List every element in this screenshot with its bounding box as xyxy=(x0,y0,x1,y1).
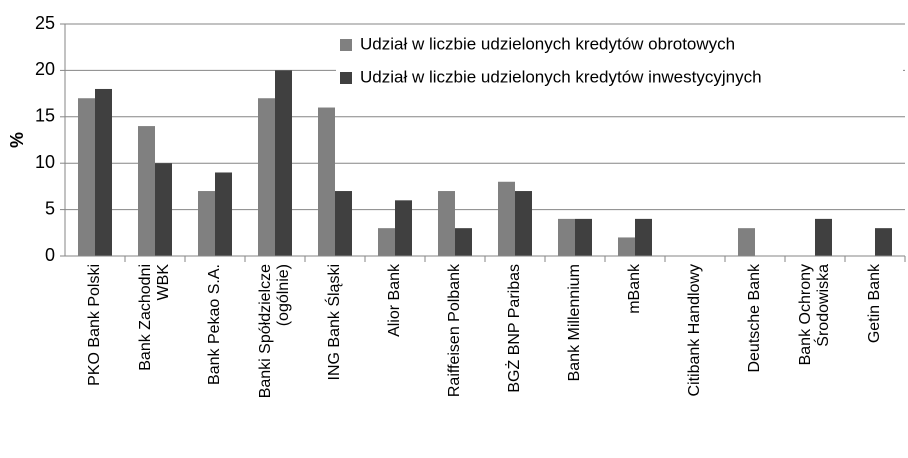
legend-swatch xyxy=(340,39,352,51)
y-tick-label: 25 xyxy=(35,13,55,33)
bar xyxy=(395,200,412,256)
legend-box xyxy=(336,29,903,97)
x-tick-label: Bank Millennium xyxy=(566,264,583,381)
bar xyxy=(318,107,335,257)
x-tick-line: mBank xyxy=(626,263,643,314)
x-tick-line: WBK xyxy=(155,264,172,301)
x-tick-label: BGŻ BNP Paribas xyxy=(504,264,523,393)
x-tick-line: BGŻ BNP Paribas xyxy=(504,264,523,393)
legend-label: Udział w liczbie udzielonych kredytów ob… xyxy=(360,34,735,53)
y-tick-label: 5 xyxy=(45,198,55,218)
x-tick-line: Bank Pekao S.A. xyxy=(206,264,223,385)
y-tick-label: 15 xyxy=(35,106,55,126)
x-tick-line: (ogólnie) xyxy=(275,264,292,326)
bar xyxy=(498,181,515,256)
bar xyxy=(215,172,232,256)
x-tick-label: PKO Bank Polski xyxy=(86,264,103,386)
y-tick-label: 20 xyxy=(35,59,55,79)
x-tick-line: Bank Ochrony xyxy=(797,264,814,365)
y-axis-label: % xyxy=(7,132,27,148)
bar xyxy=(455,228,472,256)
x-tick-label: Banki Spółdzielcze(ogólnie) xyxy=(257,264,292,398)
bar xyxy=(815,218,832,256)
bar xyxy=(575,218,592,256)
x-tick-label: Citibank Handlowy xyxy=(686,264,703,397)
legend-swatch xyxy=(340,72,352,84)
x-tick-line: Bank Millennium xyxy=(566,264,583,381)
x-tick-line: ING Bank Śląski xyxy=(324,264,343,380)
x-tick-label: Alior Bank xyxy=(386,263,403,337)
y-tick-label: 10 xyxy=(35,152,55,172)
x-tick-line: Deutsche Bank xyxy=(746,263,763,373)
bar xyxy=(198,191,215,256)
x-tick-line: Bank Zachodni xyxy=(137,264,154,371)
x-tick-line: PKO Bank Polski xyxy=(86,264,103,386)
x-tick-label: Bank ZachodniWBK xyxy=(137,264,172,371)
bar xyxy=(378,228,395,256)
bar xyxy=(558,218,575,256)
bar xyxy=(618,237,635,256)
bar xyxy=(635,218,652,256)
x-tick-line: Citibank Handlowy xyxy=(686,264,703,397)
bar xyxy=(438,191,455,256)
x-tick-label: Bank OchronyŚrodowiska xyxy=(797,264,832,365)
x-tick-line: Alior Bank xyxy=(386,263,403,337)
x-tick-label: Getin Bank xyxy=(866,263,883,343)
bar xyxy=(95,88,112,257)
bar xyxy=(78,98,95,257)
x-tick-line: Getin Bank xyxy=(866,263,883,343)
x-tick-label: Bank Pekao S.A. xyxy=(206,264,223,385)
x-tick-line: Banki Spółdzielcze xyxy=(257,264,274,398)
bar xyxy=(515,191,532,256)
bar xyxy=(875,228,892,256)
bar xyxy=(275,70,292,257)
bar xyxy=(738,228,755,256)
x-tick-label: Deutsche Bank xyxy=(746,263,763,373)
x-tick-label: mBank xyxy=(626,263,643,314)
y-tick-label: 0 xyxy=(45,245,55,265)
bar xyxy=(335,191,352,256)
x-tick-label: Raiffeisen Polbank xyxy=(446,263,463,397)
x-tick-line: Środowiska xyxy=(813,264,832,347)
x-tick-line: Raiffeisen Polbank xyxy=(446,263,463,397)
bar xyxy=(258,98,275,257)
x-tick-label: ING Bank Śląski xyxy=(324,264,343,380)
legend-label: Udział w liczbie udzielonych kredytów in… xyxy=(360,67,762,86)
bar xyxy=(138,126,155,256)
bar xyxy=(155,163,172,256)
